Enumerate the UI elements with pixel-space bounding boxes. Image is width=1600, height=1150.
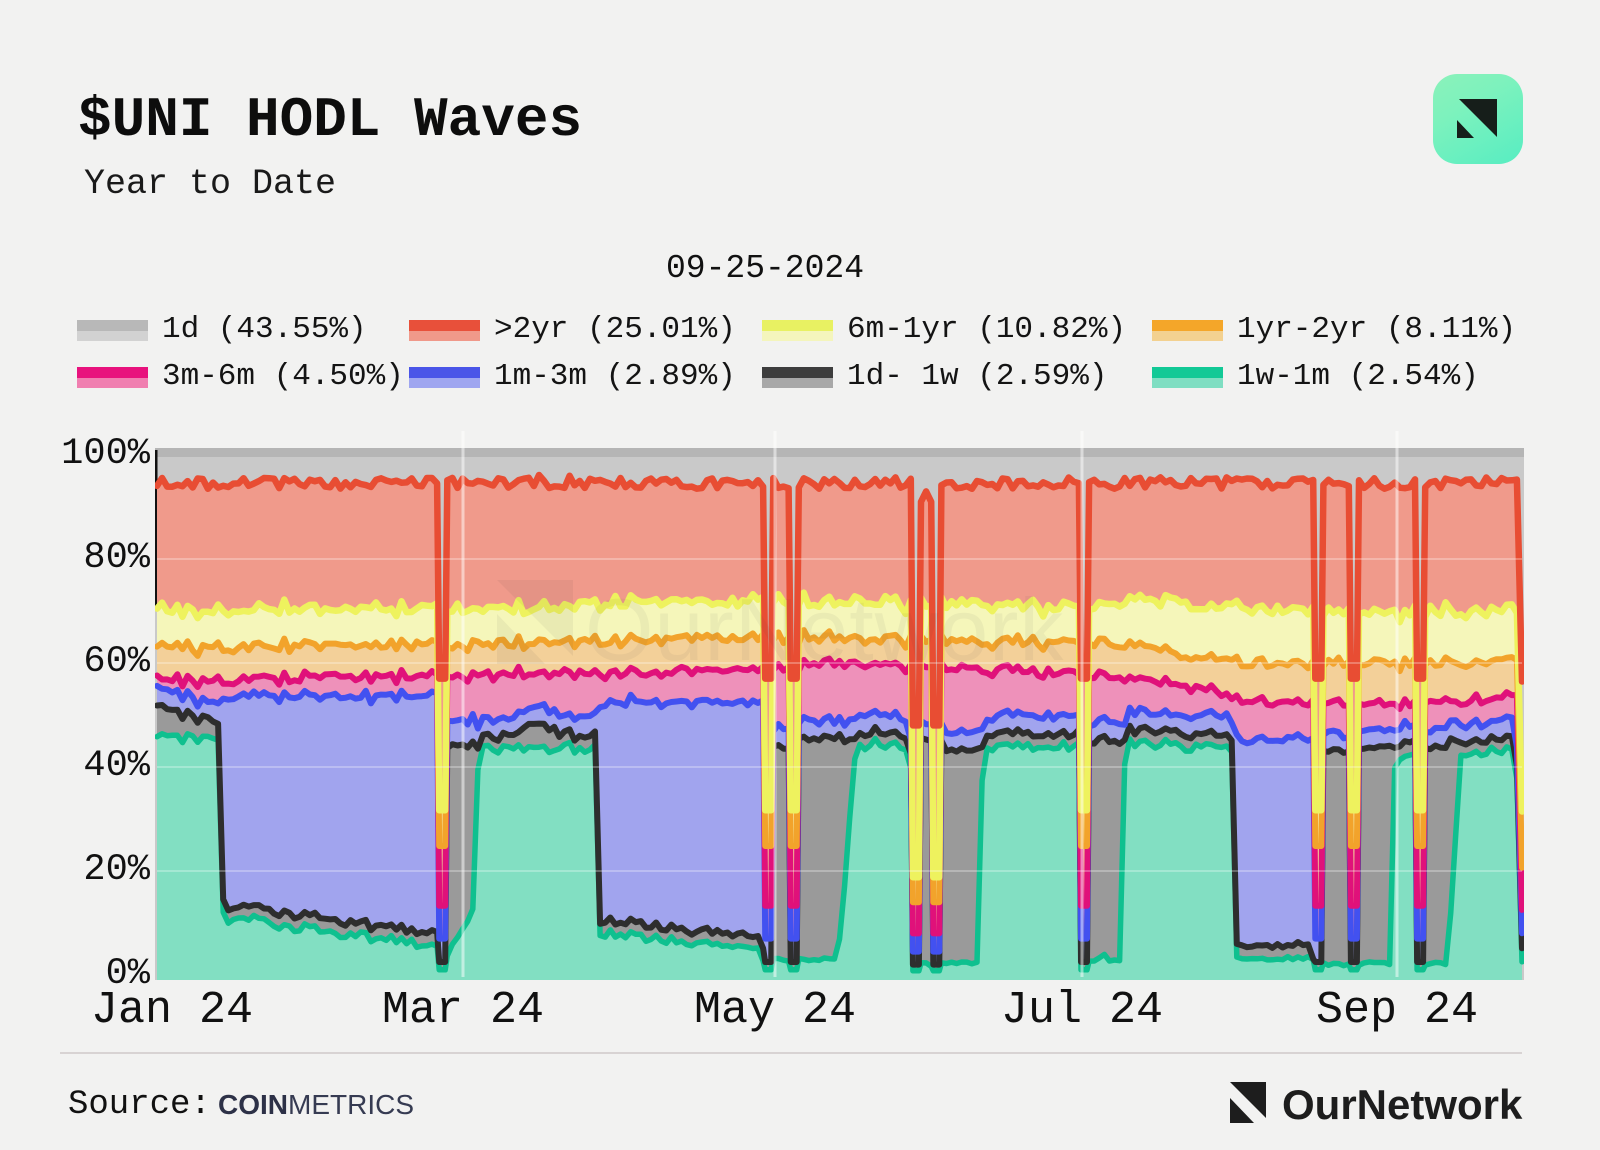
svg-text:OurNetwork: OurNetwork	[585, 580, 1064, 679]
